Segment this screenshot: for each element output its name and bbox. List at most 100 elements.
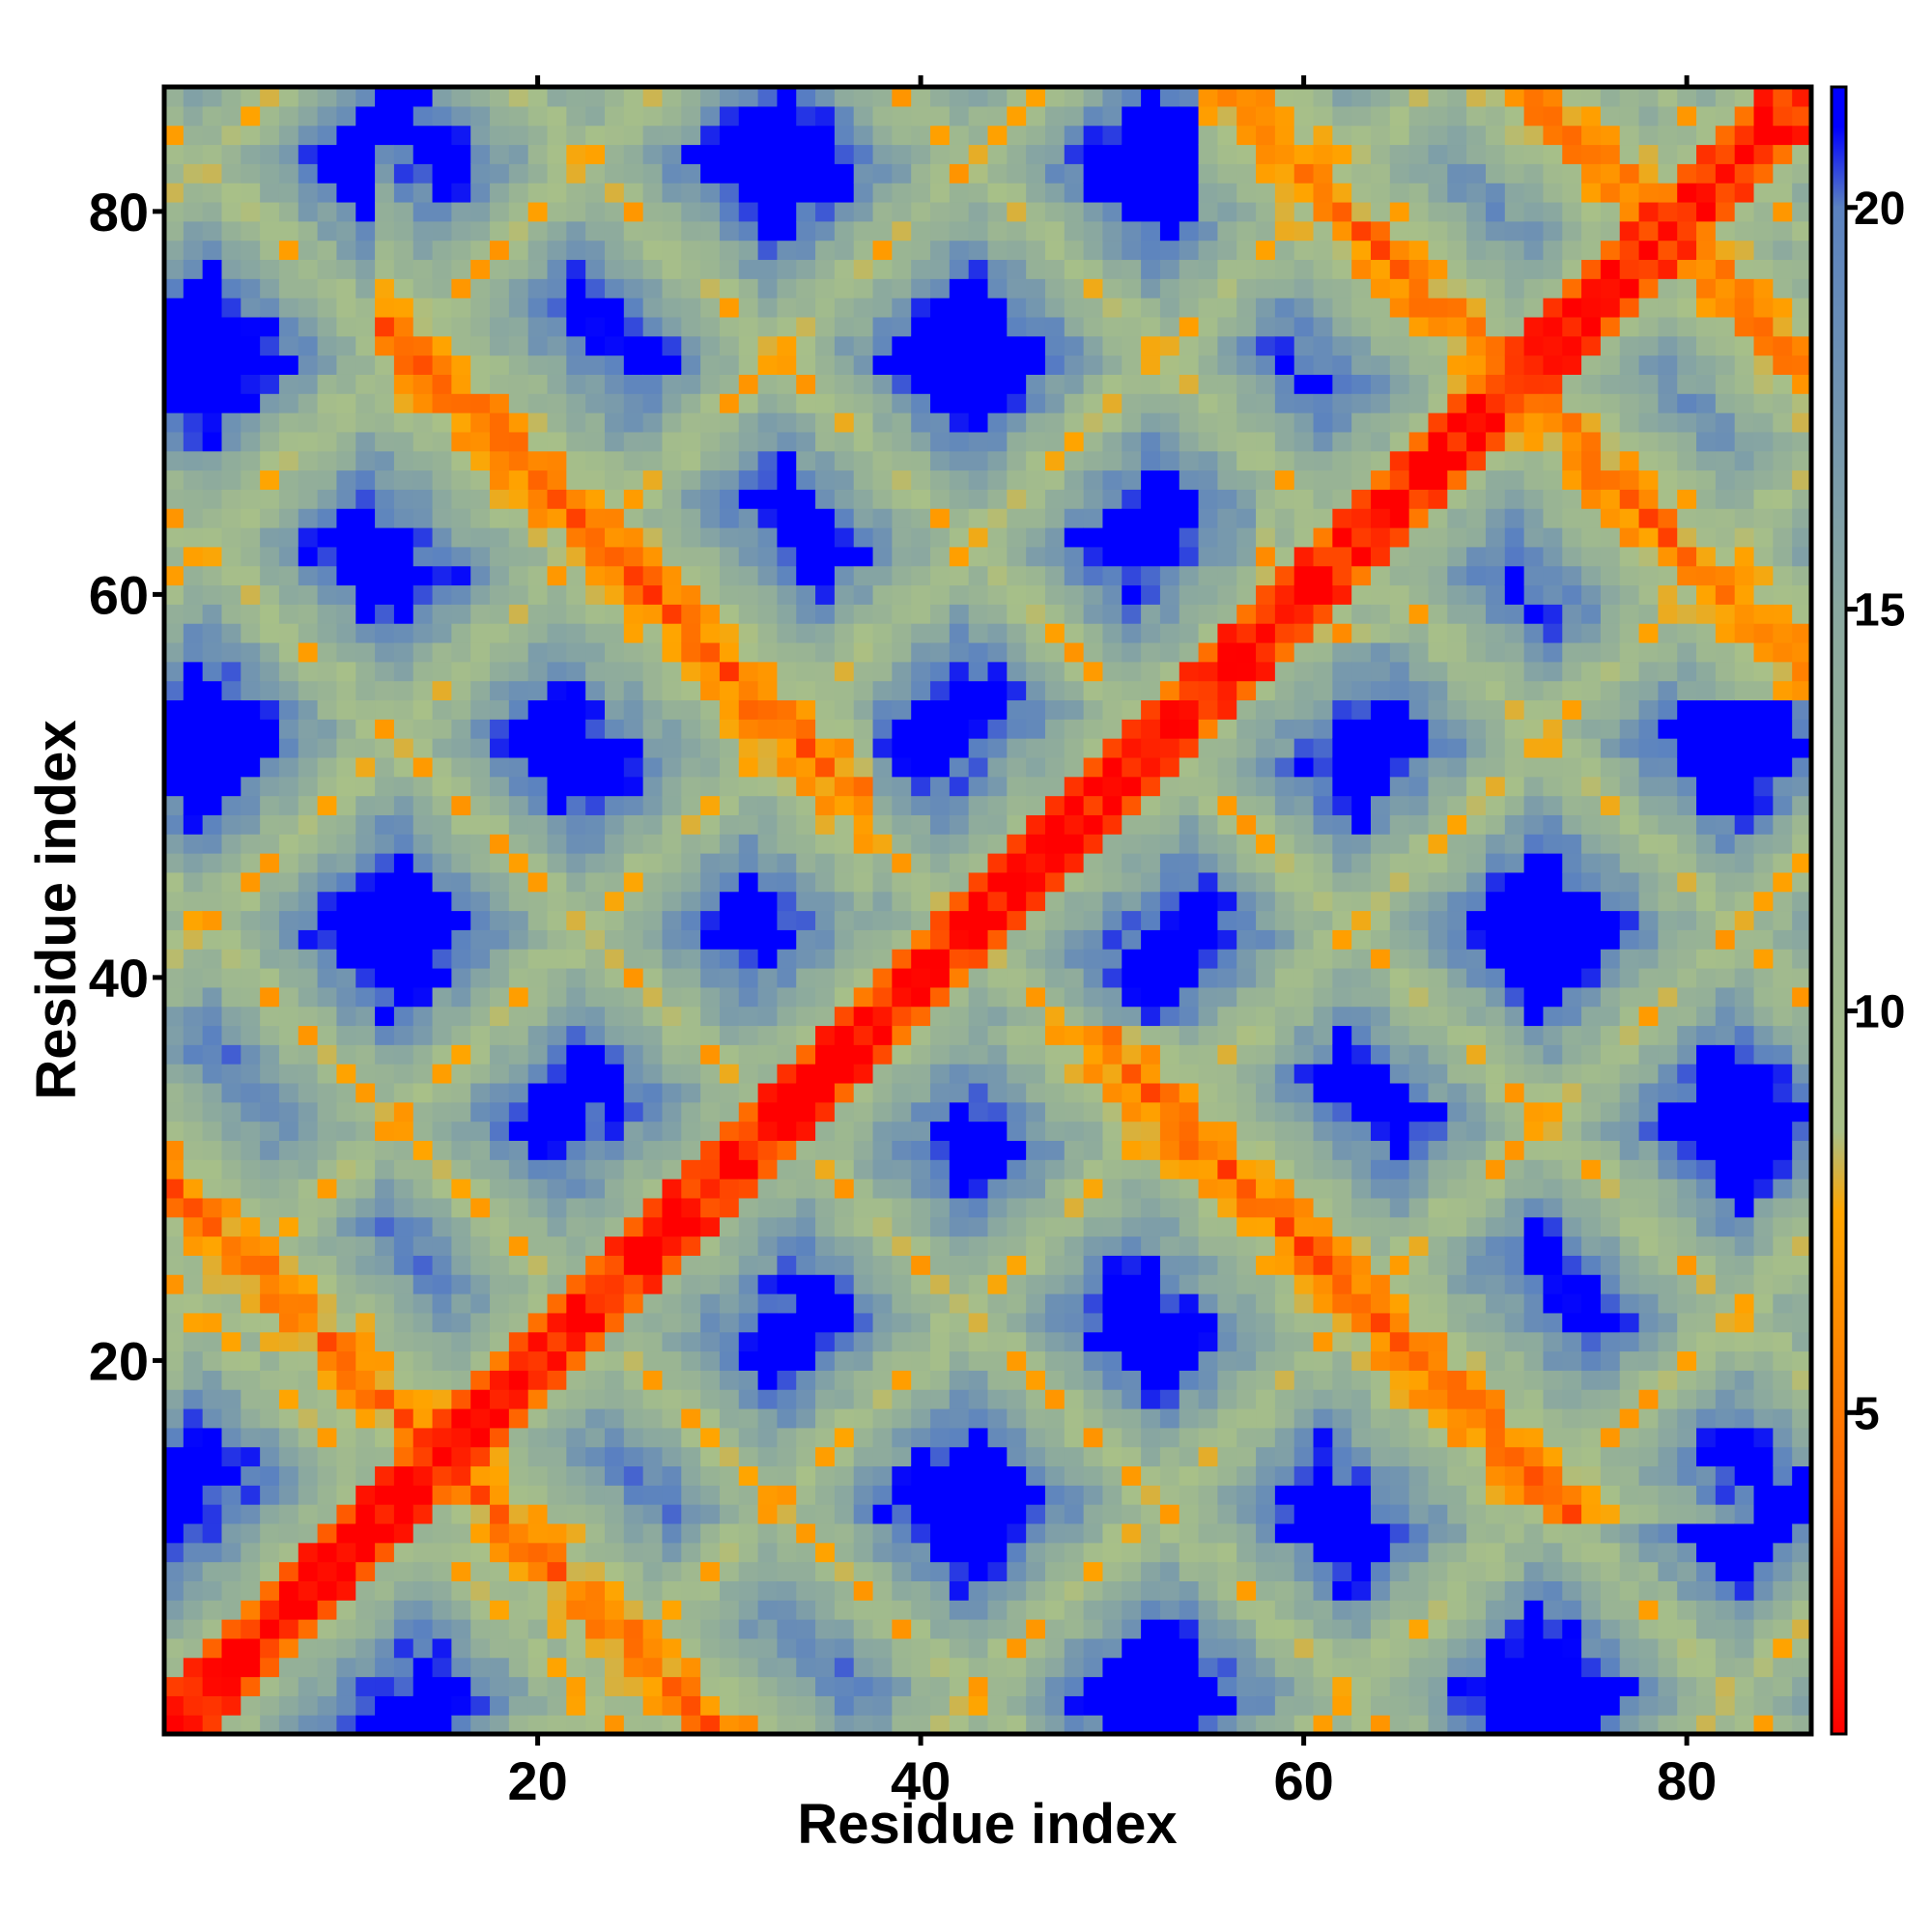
heatmap-cell <box>604 144 625 164</box>
heatmap-cell <box>412 1197 434 1218</box>
heatmap-cell <box>796 1255 816 1275</box>
heatmap-cell <box>1026 604 1046 624</box>
heatmap-cell <box>757 316 779 337</box>
heatmap-cell <box>1122 565 1142 586</box>
heatmap-cell <box>987 87 1008 107</box>
heatmap-cell <box>757 891 779 912</box>
heatmap-cell <box>451 1236 471 1256</box>
heatmap-cell <box>1044 891 1065 912</box>
heatmap-cell <box>508 756 529 778</box>
heatmap-cell <box>642 125 664 146</box>
heatmap-cell <box>1026 910 1046 930</box>
heatmap-cell <box>1198 641 1219 663</box>
heatmap-cell <box>1007 1025 1027 1045</box>
heatmap-cell <box>221 814 242 835</box>
heatmap-cell <box>393 469 414 490</box>
heatmap-cell <box>1141 1236 1161 1256</box>
heatmap-cell <box>1083 1600 1104 1620</box>
heatmap-cell <box>662 1179 682 1199</box>
heatmap-cell <box>968 1216 989 1237</box>
heatmap-cell <box>355 355 376 375</box>
heatmap-cell <box>547 163 567 184</box>
heatmap-cell <box>1141 335 1161 356</box>
heatmap-cell <box>585 623 606 643</box>
heatmap-cell <box>1256 374 1276 394</box>
heatmap-cell <box>815 259 836 279</box>
heatmap-cell <box>1217 1236 1237 1256</box>
heatmap-cell <box>987 1216 1008 1237</box>
heatmap-cell <box>1007 1082 1027 1103</box>
heatmap-cell <box>968 240 989 261</box>
heatmap-cell <box>375 1197 395 1218</box>
heatmap-cell <box>1217 298 1237 318</box>
heatmap-cell <box>1217 1216 1237 1237</box>
heatmap-cell <box>508 259 529 279</box>
heatmap-cell <box>1274 1657 1295 1678</box>
heatmap-cell <box>298 508 319 528</box>
heatmap-cell <box>566 87 586 107</box>
heatmap-cell <box>1141 469 1161 490</box>
heatmap-cell <box>987 1580 1008 1601</box>
heatmap-cell <box>278 1695 299 1716</box>
heatmap-cell <box>662 220 682 242</box>
heatmap-cell <box>1236 1485 1257 1505</box>
heatmap-cell <box>527 1121 549 1142</box>
heatmap-cell <box>375 393 395 413</box>
heatmap-cell <box>1064 1370 1085 1390</box>
heatmap-cell <box>700 1580 721 1601</box>
heatmap-cell <box>164 335 185 356</box>
heatmap-cell <box>1122 1255 1142 1275</box>
heatmap-cell <box>202 489 223 509</box>
heatmap-cell <box>1159 1465 1180 1486</box>
heatmap-cell <box>757 125 779 146</box>
heatmap-cell <box>1159 986 1180 1008</box>
heatmap-cell <box>757 584 779 605</box>
heatmap-cell <box>412 105 434 127</box>
heatmap-cell <box>1198 949 1219 969</box>
heatmap-cell <box>1064 776 1085 797</box>
heatmap-cell <box>336 1600 356 1620</box>
heatmap-cell <box>949 1179 970 1199</box>
heatmap-cell <box>1007 853 1027 873</box>
heatmap-cell <box>432 1504 452 1524</box>
heatmap-cell <box>451 1561 471 1581</box>
heatmap-cell <box>604 1121 625 1142</box>
heatmap-cell <box>1236 316 1257 337</box>
heatmap-cell <box>872 1485 893 1505</box>
heatmap-cell <box>412 910 434 930</box>
heatmap-cell <box>221 1561 242 1581</box>
heatmap-cell <box>892 431 912 452</box>
heatmap-cell <box>164 298 185 318</box>
heatmap-cell <box>1044 910 1065 930</box>
heatmap-cell <box>853 623 874 643</box>
heatmap-cell <box>949 719 970 739</box>
heatmap-cell <box>987 1676 1008 1696</box>
heatmap-cell <box>1026 163 1046 184</box>
heatmap-cell <box>911 240 931 261</box>
heatmap-cell <box>623 1006 644 1027</box>
heatmap-cell <box>221 355 242 375</box>
heatmap-cell <box>241 144 261 164</box>
heatmap-cell <box>336 719 356 739</box>
heatmap-cell <box>1007 316 1027 337</box>
heatmap-cell <box>1256 834 1276 854</box>
heatmap-cell <box>355 125 376 146</box>
heatmap-cell <box>968 891 989 912</box>
heatmap-cell <box>432 316 452 337</box>
heatmap-cell <box>1102 1082 1122 1103</box>
heatmap-cell <box>1122 1600 1142 1620</box>
heatmap-cell <box>393 1044 414 1065</box>
heatmap-cell <box>260 240 280 261</box>
heatmap-cell <box>1256 1407 1276 1429</box>
heatmap-cell <box>375 1600 395 1620</box>
heatmap-cell <box>393 546 414 567</box>
heatmap-cell <box>1198 967 1219 988</box>
heatmap-cell <box>1026 183 1046 203</box>
heatmap-cell <box>164 1695 185 1716</box>
heatmap-cell <box>202 584 223 605</box>
heatmap-cell <box>470 1637 491 1659</box>
heatmap-cell <box>1236 1331 1257 1352</box>
heatmap-cell <box>681 431 701 452</box>
heatmap-cell <box>1236 871 1257 893</box>
heatmap-cell <box>1122 259 1142 279</box>
